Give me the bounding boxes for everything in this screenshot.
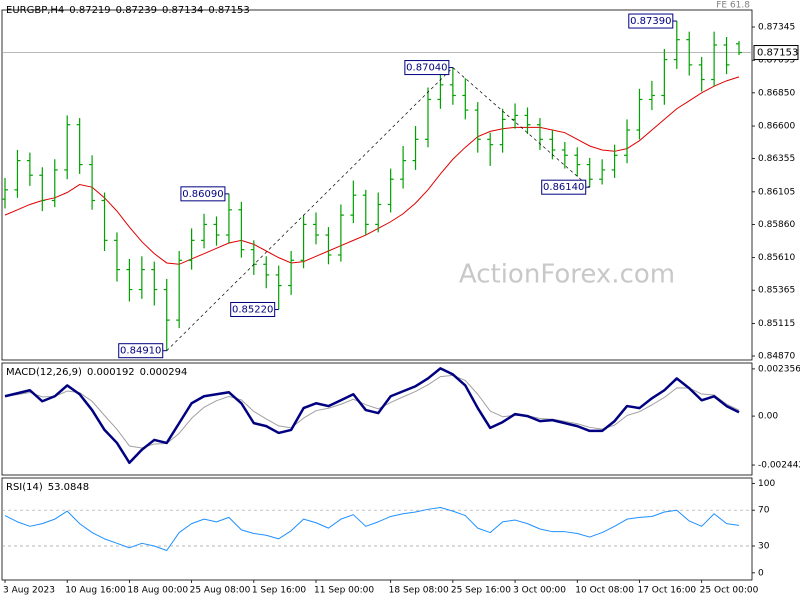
annotation-label: 0.86090 <box>182 189 223 200</box>
header-high: 0.87239 <box>116 5 157 16</box>
x-tick-label: 18 Aug 00:00 <box>127 586 188 596</box>
y-tick-label: 0.87095 <box>758 56 795 66</box>
annotation-label: 0.87040 <box>406 63 447 74</box>
moving-average <box>4 76 740 265</box>
panel-border <box>1 9 753 361</box>
annotation-label: 0.87390 <box>630 16 671 27</box>
y-tick-label: 30 <box>758 542 770 552</box>
y-tick-label: 0 <box>758 568 764 578</box>
y-tick-label: 0.002356 <box>758 364 800 374</box>
x-tick-label: 25 Oct 00:00 <box>700 586 759 596</box>
x-tick-label: 3 Oct 00:00 <box>513 586 566 596</box>
chart-title: RSI(14) <box>6 482 43 493</box>
series-line <box>4 374 740 449</box>
annotation-label: 0.85220 <box>232 304 273 315</box>
y-tick-label: 0.86105 <box>758 187 795 197</box>
x-tick-label: 25 Aug 08:00 <box>190 586 251 596</box>
y-tick-label: 0.85115 <box>758 319 795 329</box>
fe-label: FE 61.8 <box>716 1 750 11</box>
panel-border <box>1 477 753 581</box>
x-tick-label: 10 Aug 16:00 <box>65 586 126 596</box>
y-tick-label: 0.86600 <box>758 122 795 132</box>
chart-header: RSI(14) 53.0848 <box>6 482 89 493</box>
chart-header: EURGBP,H4 0.87219 0.87239 0.87134 0.87153 <box>6 5 250 16</box>
y-tick-label: 0.84870 <box>758 352 795 362</box>
header-low: 0.87134 <box>162 5 203 16</box>
current-price-box <box>753 45 799 61</box>
chart-title: MACD(12,26,9) <box>6 367 82 378</box>
x-tick-label: 25 Sep 16:00 <box>451 586 511 596</box>
header-close: 0.87153 <box>208 5 249 16</box>
annotation-box <box>118 343 164 359</box>
x-tick-label: 1 Sep 16:00 <box>252 586 307 596</box>
annotation-box <box>230 301 276 317</box>
fe-line <box>452 67 590 188</box>
annotation-box <box>180 186 226 202</box>
annotation-box <box>404 60 450 76</box>
x-tick-label: 11 Sep 00:00 <box>314 586 374 596</box>
series-line <box>4 507 740 551</box>
header-value: 0.000192 <box>87 367 135 378</box>
y-tick-label: 0.86850 <box>758 88 795 98</box>
annotation-box <box>628 13 674 29</box>
x-tick-label: 17 Oct 16:00 <box>637 586 696 596</box>
annotation-label: 0.86140 <box>543 182 584 193</box>
panel-border <box>1 362 753 476</box>
header-value: 0.000294 <box>140 367 188 378</box>
x-tick-label: 10 Oct 08:00 <box>575 586 634 596</box>
y-tick-label: -0.002442 <box>758 461 800 471</box>
series-line <box>4 367 740 465</box>
y-tick-label: 0.86355 <box>758 154 795 164</box>
y-tick-label: 100 <box>758 479 775 489</box>
fe-line <box>166 67 454 351</box>
y-tick-label: 0.85610 <box>758 253 795 263</box>
x-tick-label: 18 Sep 08:00 <box>389 586 449 596</box>
y-tick-label: 0.87345 <box>758 23 795 33</box>
y-tick-label: 0.85860 <box>758 220 795 230</box>
annotation-label: 0.84910 <box>120 346 161 357</box>
x-tick-label: 3 Aug 2023 <box>3 586 55 596</box>
header-open: 0.87219 <box>69 5 110 16</box>
chart-title: EURGBP,H4 <box>6 5 64 16</box>
annotation-box <box>541 179 587 195</box>
chart-header: MACD(12,26,9) 0.000192 0.000294 <box>6 367 187 378</box>
y-tick-label: 70 <box>758 506 770 516</box>
header-value: 53.0848 <box>48 482 89 493</box>
y-tick-label: 0.00 <box>758 412 778 422</box>
y-tick-label: 0.85365 <box>758 286 795 296</box>
current-price-label: 0.87153 <box>757 48 798 59</box>
watermark: ActionForex.com <box>459 260 675 290</box>
